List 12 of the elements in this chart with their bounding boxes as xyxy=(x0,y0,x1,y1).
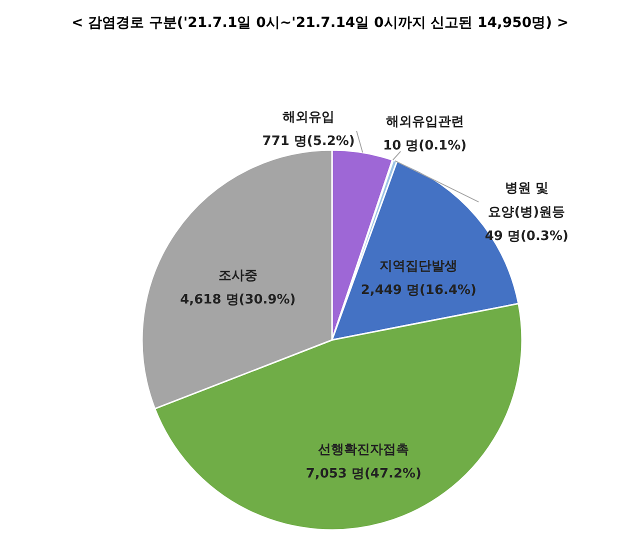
chart-title: < 감염경로 구분('21.7.1일 0시~'21.7.14일 0시까지 신고된 14,950명) > xyxy=(71,15,569,31)
data-label: 2,449 명(16.4%) xyxy=(360,282,476,298)
data-label: 4,618 명(30.9%) xyxy=(180,292,296,308)
slice-label: 병원 및 요양(병)원등 xyxy=(488,180,566,220)
slice-label: 지역집단발생 xyxy=(380,258,458,274)
data-label: 7,053 명(47.2%) xyxy=(306,466,422,482)
slice-label: 선행확진자접촉 xyxy=(318,442,410,458)
slice-label: 해외유입관련 xyxy=(386,114,464,130)
data-label: 10 명(0.1%) xyxy=(383,138,467,154)
slice-label: 해외유입 xyxy=(282,110,335,126)
data-label: 771 명(5.2%) xyxy=(262,134,355,150)
slice-label: 조사중 xyxy=(218,268,258,284)
